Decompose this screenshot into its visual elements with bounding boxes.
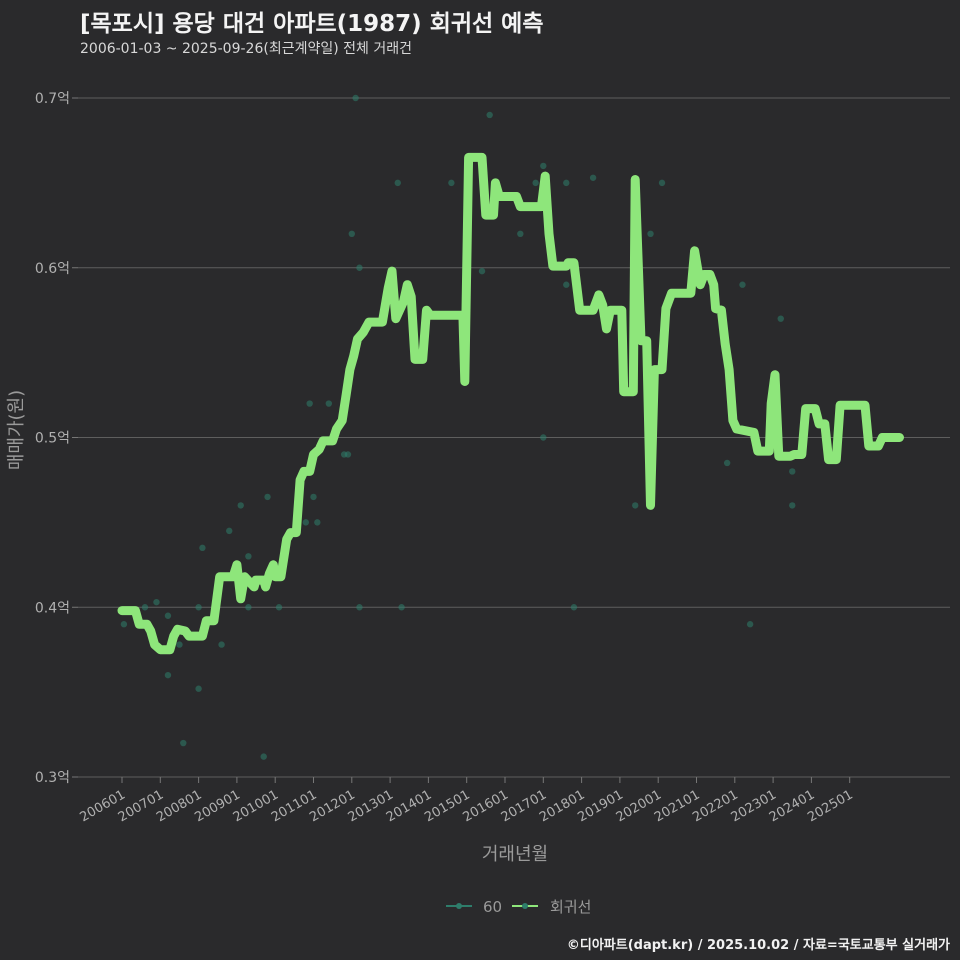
data-point xyxy=(348,230,355,237)
source-footer: ©디아파트(dapt.kr) / 2025.10.02 / 자료=국토교통부 실… xyxy=(566,938,950,953)
data-point xyxy=(352,94,359,102)
y-tick-label: 0.5억 xyxy=(35,431,70,447)
y-tick-label: 0.4억 xyxy=(35,600,70,616)
data-point xyxy=(540,434,547,441)
data-point xyxy=(195,685,202,692)
data-point xyxy=(164,612,172,619)
data-point xyxy=(789,468,796,475)
data-point xyxy=(237,502,244,509)
data-point xyxy=(746,621,754,628)
chart-subtitle: 2006-01-03 ~ 2025-09-26(최근계약일) 전체 거래건 xyxy=(80,41,412,57)
data-point xyxy=(153,598,160,606)
data-point xyxy=(478,267,486,275)
data-point xyxy=(486,111,493,119)
data-point xyxy=(589,174,597,181)
y-tick-label: 0.7억 xyxy=(35,91,70,107)
data-point xyxy=(176,641,183,648)
transaction-points xyxy=(120,94,796,760)
data-point xyxy=(398,604,405,611)
data-point xyxy=(310,493,317,501)
data-point xyxy=(647,230,654,237)
data-point xyxy=(723,459,731,467)
x-axis-label: 거래년월 xyxy=(482,844,548,865)
data-point xyxy=(199,544,206,552)
data-point xyxy=(532,179,539,187)
regression-line-group xyxy=(117,152,904,655)
data-point xyxy=(218,641,225,648)
data-point xyxy=(394,179,401,187)
data-point xyxy=(141,604,149,611)
data-point xyxy=(120,621,128,628)
legend-label-points: 60 xyxy=(483,898,502,916)
data-point xyxy=(180,739,187,747)
data-point xyxy=(356,264,363,271)
regression-line xyxy=(117,152,904,655)
data-point xyxy=(306,400,313,407)
data-point xyxy=(302,519,310,526)
data-point xyxy=(632,502,639,509)
data-point xyxy=(789,502,796,509)
y-axis-label: 매매가(원) xyxy=(6,390,27,470)
data-point xyxy=(325,400,333,407)
data-point xyxy=(356,604,363,611)
data-point xyxy=(540,162,547,170)
chart-legend: 60 회귀선 xyxy=(446,898,591,916)
data-point xyxy=(164,671,172,679)
data-point xyxy=(563,179,570,187)
data-point xyxy=(658,179,666,187)
data-point xyxy=(344,451,352,458)
y-tick-label: 0.6억 xyxy=(35,261,70,277)
x-axis: 2006012007012008012009012010012011012012… xyxy=(78,777,856,825)
data-point xyxy=(245,553,252,560)
data-point xyxy=(260,753,267,760)
y-tick-label: 0.3억 xyxy=(35,770,70,786)
data-point xyxy=(275,604,283,611)
chart-title: [목포시] 용당 대건 아파트(1987) 회귀선 예측 xyxy=(80,11,544,37)
gridlines xyxy=(78,97,950,778)
data-point xyxy=(570,604,578,611)
data-point xyxy=(195,604,202,611)
data-point xyxy=(777,315,784,322)
data-point xyxy=(517,230,524,237)
data-point xyxy=(448,179,455,187)
data-point xyxy=(739,281,746,288)
data-point xyxy=(264,493,271,501)
data-point xyxy=(563,281,570,288)
legend-dot-points xyxy=(456,903,462,909)
data-point xyxy=(314,519,321,526)
data-point xyxy=(245,604,252,611)
legend-label-regression: 회귀선 xyxy=(550,898,591,916)
y-axis: 0.3억 0.4억 0.5억 0.6억 0.7억 xyxy=(35,91,78,786)
legend-dot-regression xyxy=(522,903,528,909)
data-point xyxy=(226,527,233,535)
